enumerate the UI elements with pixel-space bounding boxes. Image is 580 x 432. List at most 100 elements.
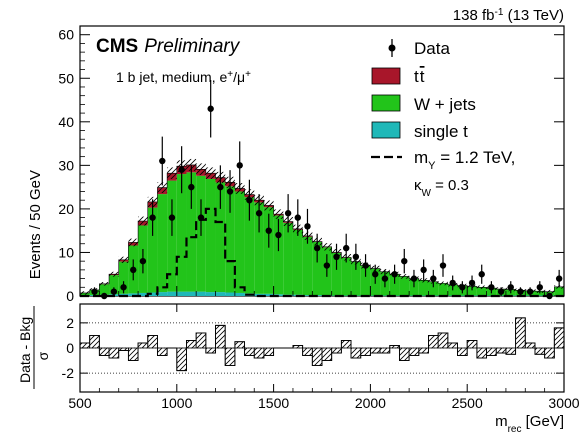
- ratio-bar: [147, 335, 158, 349]
- bar-wjets: [476, 287, 487, 296]
- legend-ttbar-label: tt: [414, 67, 425, 86]
- data-point: [478, 271, 485, 278]
- ratio-bar: [186, 340, 197, 349]
- ratio-bar: [408, 347, 420, 356]
- data-point: [323, 262, 331, 269]
- data-point: [101, 292, 108, 300]
- data-point: [120, 284, 127, 291]
- ratio-bar: [244, 347, 255, 356]
- bar-singlet: [128, 293, 139, 296]
- ratio-bar: [224, 347, 236, 367]
- ratio-bar: [311, 347, 323, 367]
- data-point: [149, 214, 156, 221]
- data-point: [526, 288, 534, 295]
- x-tick-label: 3000: [548, 395, 579, 411]
- bar-wjets: [225, 186, 235, 293]
- data-point: [304, 223, 311, 230]
- bar-wjets: [283, 222, 293, 295]
- ratio-bar: [466, 340, 478, 349]
- data-point: [497, 288, 505, 295]
- y-tick-label: 60: [58, 27, 74, 43]
- data-point: [555, 275, 563, 282]
- bar-wjets: [351, 261, 361, 296]
- data-point: [217, 183, 224, 191]
- data-point: [343, 244, 350, 252]
- ratio-bar: [108, 347, 120, 359]
- bar-singlet: [215, 292, 226, 296]
- data-point: [362, 262, 369, 269]
- data-point: [488, 284, 495, 291]
- data-point: [401, 257, 408, 265]
- data-point: [410, 275, 418, 282]
- data-point: [449, 279, 456, 287]
- bar-wjets: [118, 261, 129, 294]
- legend-signal-label-2: κW = 0.3: [414, 177, 469, 199]
- legend-wjets-label: W + jets: [414, 95, 476, 114]
- y-tick-label: 40: [58, 114, 74, 130]
- data-point: [139, 257, 147, 265]
- ratio-y-tick-label: 0: [66, 340, 74, 356]
- bar-wjets: [428, 281, 439, 296]
- bar-wjets: [302, 236, 313, 296]
- legend: Data tt W + jets single t mY = 1.2 TeV, …: [371, 39, 515, 199]
- data-point: [352, 253, 360, 261]
- ratio-bar: [253, 347, 265, 359]
- bar-wjets: [331, 252, 342, 296]
- y-tick-label: 20: [58, 201, 74, 217]
- ratio-bar: [79, 342, 91, 349]
- data-point: [372, 271, 379, 278]
- selection-label: 1 b jet, medium, e+/μ+: [116, 69, 251, 86]
- x-tick-label: 2000: [355, 395, 386, 411]
- data-point: [294, 214, 301, 221]
- ratio-bar: [369, 347, 381, 354]
- data-point: [188, 183, 195, 191]
- ratio-bar: [447, 342, 458, 349]
- data-point: [546, 292, 553, 300]
- bar-singlet: [225, 292, 235, 296]
- bar-wjets: [292, 229, 303, 295]
- data-point: [130, 266, 137, 274]
- bar-singlet: [157, 292, 168, 296]
- x-tick-label: 500: [68, 395, 92, 411]
- bar-wjets: [360, 265, 371, 296]
- x-tick-label: 1500: [258, 395, 289, 411]
- data-point: [110, 288, 118, 295]
- data-point: [168, 214, 176, 221]
- ratio-bar: [399, 347, 410, 361]
- bar-wjets: [186, 172, 197, 292]
- x-axis-label: mrec [GeV]: [495, 413, 564, 432]
- ratio-bar: [331, 347, 342, 354]
- signal-line: [80, 207, 564, 298]
- data-point: [536, 284, 543, 291]
- ratio-bar: [205, 347, 216, 354]
- bar-wjets: [273, 215, 284, 295]
- y-axis-label: Events / 50 GeV: [27, 170, 44, 279]
- ratio-bar: [157, 347, 168, 356]
- ratio-bar: [544, 347, 555, 359]
- ratio-bar: [476, 347, 487, 359]
- data-point: [91, 288, 98, 295]
- legend-data-label: Data: [414, 39, 450, 58]
- ratio-bar: [302, 347, 313, 356]
- x-tick-label: 1000: [161, 395, 192, 411]
- bar-singlet: [263, 293, 274, 296]
- ratio-bar: [350, 347, 362, 359]
- ratio-bar: [524, 342, 536, 349]
- ratio-bar: [137, 342, 149, 349]
- ratio-bar: [195, 332, 207, 349]
- ratio-y-label-top: Data - Bkg: [17, 317, 33, 383]
- data-point: [226, 188, 234, 195]
- ratio-bar: [553, 327, 565, 349]
- bar-singlet: [205, 292, 216, 296]
- bar-wjets: [389, 274, 400, 296]
- ratio-y-tick-label: -2: [62, 365, 75, 381]
- bar-singlet: [302, 295, 313, 296]
- ratio-bar: [534, 347, 546, 355]
- ratio-bar: [486, 347, 497, 356]
- ratio-bar: [457, 347, 468, 356]
- legend-singlet-swatch: [371, 121, 401, 139]
- data-point: [236, 162, 243, 169]
- ratio-outline: [80, 317, 564, 372]
- bar-singlet: [167, 291, 177, 296]
- lumi-label: 138 fb-1 (13 TeV): [453, 7, 564, 25]
